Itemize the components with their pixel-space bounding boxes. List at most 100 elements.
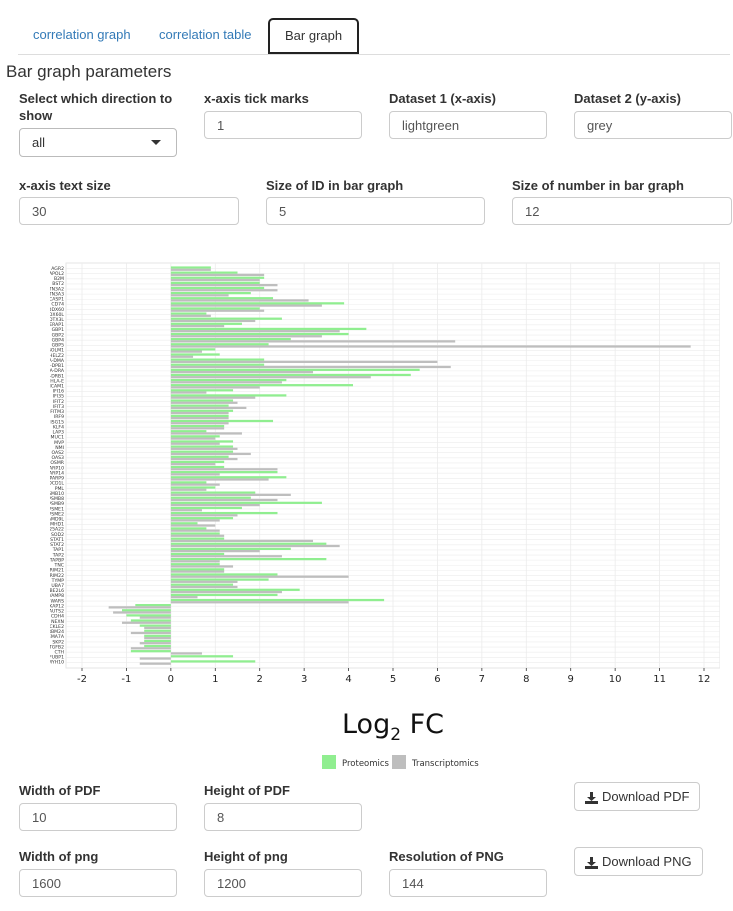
y-tick-label: GBP5: [52, 343, 64, 349]
pdf-height-input[interactable]: 8: [204, 803, 362, 831]
bar-proteomics: [170, 435, 220, 438]
bar-transcriptomics: [144, 626, 171, 629]
bar-transcriptomics: [170, 652, 202, 655]
bar-transcriptomics: [170, 601, 349, 604]
bar-transcriptomics: [170, 514, 238, 517]
bar-transcriptomics: [170, 590, 282, 594]
bar-proteomics: [170, 266, 211, 269]
y-tick-label: TAP2: [52, 552, 64, 558]
bar-proteomics: [170, 307, 260, 310]
bar-proteomics: [170, 460, 225, 464]
x-tick-label: 3: [301, 674, 307, 685]
download-icon: [585, 791, 598, 804]
bar-transcriptomics: [170, 519, 220, 522]
x-tick-label: 1: [212, 674, 218, 685]
bar-transcriptomics: [170, 355, 194, 358]
y-tick-label: BTN3A3: [50, 291, 64, 297]
bar-transcriptomics: [170, 560, 220, 563]
y-tick-label: SKP2: [52, 639, 64, 645]
bar-transcriptomics: [170, 498, 278, 502]
dataset2-input[interactable]: grey: [574, 111, 732, 139]
bars: [108, 266, 691, 665]
tab-correlation-graph[interactable]: correlation graph: [33, 27, 131, 42]
bar-proteomics: [144, 634, 171, 637]
bar-transcriptomics: [170, 360, 438, 363]
y-tick-label: TRIM22: [50, 573, 64, 579]
bar-proteomics: [170, 593, 278, 597]
download-png-label: Download PNG: [602, 854, 692, 869]
tab-bar-graph[interactable]: Bar graph: [268, 18, 360, 54]
download-pdf-button[interactable]: Download PDF: [574, 782, 701, 811]
y-tick-label: CTH: [55, 649, 64, 655]
number-size-input[interactable]: 12: [512, 197, 732, 225]
y-tick-label: UBA7: [51, 583, 64, 589]
id-size-input[interactable]: 5: [266, 197, 485, 225]
png-height-input[interactable]: 1200: [204, 869, 362, 897]
x-tick-label: 2: [257, 674, 263, 685]
png-resolution-input[interactable]: 144: [389, 869, 547, 897]
bar-transcriptomics: [170, 284, 278, 287]
y-tick-label: CASP1: [50, 297, 64, 303]
y-tick-label: SEMA7A: [50, 634, 65, 640]
y-tick-label: NEXN: [51, 619, 64, 625]
bar-proteomics: [170, 552, 225, 556]
y-tick-label: ERAP1: [50, 322, 64, 328]
bar-proteomics: [170, 511, 278, 515]
bar-transcriptomics: [170, 299, 309, 302]
bar-proteomics: [170, 496, 251, 499]
legend-swatch: [322, 755, 336, 769]
bar-proteomics: [170, 291, 251, 295]
bar-proteomics: [170, 660, 256, 663]
y-tick-label: PDCD1L: [50, 481, 64, 487]
bar-transcriptomics: [170, 319, 256, 323]
png-width-input[interactable]: 1600: [19, 869, 177, 897]
png-width-label: Width of png: [19, 849, 99, 864]
dataset1-input[interactable]: lightgreen: [389, 111, 547, 139]
bar-transcriptomics: [139, 657, 171, 660]
y-tick-label: TGFB2: [50, 644, 64, 650]
bar-transcriptomics: [170, 447, 238, 450]
bar-transcriptomics: [170, 585, 238, 589]
pdf-width-input[interactable]: 10: [19, 803, 177, 831]
y-tick-label: PSMB9: [50, 501, 64, 507]
xtext-size-input[interactable]: 30: [19, 197, 239, 225]
download-png-button[interactable]: Download PNG: [574, 847, 703, 876]
xtick-label: x-axis tick marks: [204, 91, 309, 106]
y-tick-label: TNC: [54, 563, 64, 569]
bar-transcriptomics: [130, 631, 171, 635]
tab-correlation-table[interactable]: correlation table: [159, 27, 252, 42]
x-axis-title: Log2 FC: [342, 709, 444, 745]
bar-transcriptomics: [170, 468, 278, 471]
bar-transcriptomics: [170, 411, 229, 415]
bar-transcriptomics: [170, 483, 220, 486]
y-tick-label: OSMR: [50, 460, 64, 466]
bar-proteomics: [170, 598, 385, 602]
bar-proteomics: [170, 491, 256, 494]
y-tick-label: SOD2: [51, 532, 64, 538]
xtick-input[interactable]: 1: [204, 111, 362, 139]
legend-label: Transcriptomics: [411, 759, 479, 769]
bar-proteomics: [144, 639, 171, 643]
direction-select[interactable]: all: [19, 128, 177, 157]
bar-proteomics: [170, 450, 234, 453]
y-tick-label: TAP1: [52, 547, 64, 553]
y-tick-label: LAP3: [52, 430, 64, 436]
x-tick-label: 10: [609, 674, 622, 685]
bar-proteomics: [170, 322, 242, 325]
bar-proteomics: [170, 486, 216, 489]
x-tick-label: -1: [121, 674, 131, 685]
bar-proteomics: [170, 363, 265, 366]
y-tick-label: IRF9: [54, 414, 64, 420]
bar-proteomics: [170, 481, 207, 484]
y-tick-label: NMI: [55, 445, 64, 451]
y-tick-label: ISG15: [50, 419, 64, 425]
bar-transcriptomics: [139, 616, 171, 619]
bar-proteomics: [170, 409, 234, 412]
bar-proteomics: [170, 522, 198, 525]
y-tick-label: PARP14: [50, 470, 64, 476]
bar-proteomics: [170, 348, 216, 351]
download-pdf-label: Download PDF: [602, 789, 690, 804]
bar-transcriptomics: [108, 606, 171, 609]
bar-proteomics: [170, 317, 282, 320]
y-tick-label: CD74: [51, 302, 64, 308]
